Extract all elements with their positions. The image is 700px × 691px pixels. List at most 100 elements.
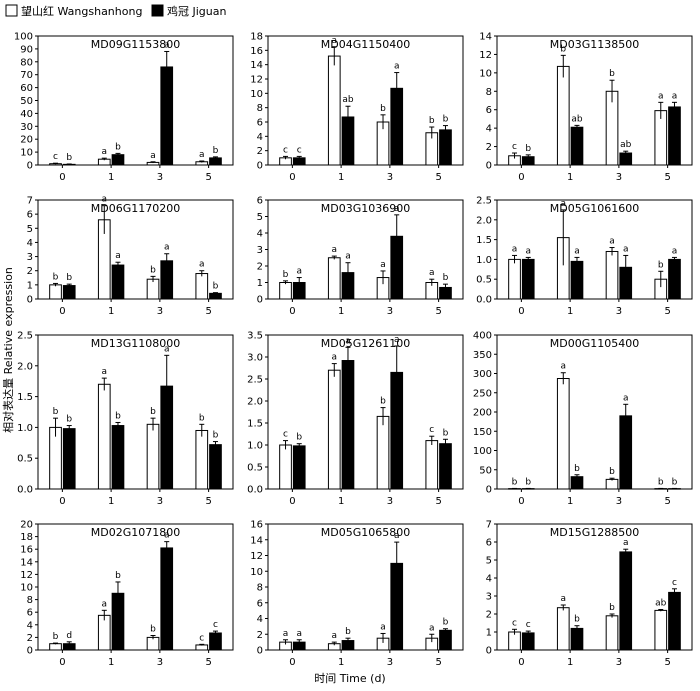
significance-letter: a — [561, 362, 567, 372]
significance-letter: b — [560, 44, 566, 54]
significance-letter: c — [283, 430, 288, 440]
y-tick-label: 8 — [486, 87, 492, 98]
x-tick-label: 5 — [664, 172, 670, 183]
significance-letter: a — [164, 243, 170, 253]
significance-letter: b — [443, 115, 449, 125]
y-tick-label: 0 — [257, 295, 263, 306]
significance-letter: a — [394, 335, 400, 345]
x-tick-label: 0 — [518, 496, 524, 507]
x-tick-label: 0 — [289, 496, 295, 507]
significance-letter: c — [672, 578, 677, 588]
bar-wangshanhong — [97, 614, 111, 651]
bar-jiguan — [62, 428, 76, 490]
significance-letter: b — [213, 431, 219, 441]
y-tick-label: 350 — [473, 350, 492, 361]
significance-letter: a — [574, 246, 580, 256]
x-tick-label: 5 — [435, 172, 441, 183]
y-tick-label: 3 — [257, 245, 263, 256]
y-tick-label: 0 — [486, 485, 492, 496]
x-tick-label: 3 — [387, 657, 393, 668]
y-tick-label: 4 — [257, 132, 263, 143]
y-tick-label: 3 — [486, 592, 492, 603]
y-tick-label: 2.5 — [247, 375, 263, 386]
x-tick-label: 0 — [59, 496, 65, 507]
significance-letter: a — [332, 631, 338, 641]
bar-jiguan — [521, 632, 535, 651]
y-tick-label: 60 — [20, 83, 33, 94]
y-tick-label: 0 — [257, 646, 263, 657]
y-tick-label: 1 — [486, 628, 492, 639]
y-tick-label: 6 — [486, 105, 492, 116]
y-tick-label: 0.0 — [476, 295, 492, 306]
y-tick-label: 12 — [250, 75, 263, 86]
y-tick-label: 200 — [473, 408, 492, 419]
significance-letter: a — [345, 252, 351, 262]
significance-letter: a — [332, 245, 338, 255]
x-tick-label: 3 — [157, 496, 163, 507]
significance-letter: b — [574, 464, 580, 474]
significance-letter: c — [53, 152, 58, 162]
significance-letter: a — [199, 150, 205, 160]
bar-wangshanhong — [605, 250, 619, 300]
bar-wangshanhong — [327, 257, 341, 300]
y-tick-label: 80 — [20, 57, 33, 68]
significance-letter: a — [164, 40, 170, 50]
x-tick-label: 5 — [205, 306, 211, 317]
x-tick-label: 1 — [567, 657, 573, 668]
x-tick-label: 0 — [518, 172, 524, 183]
x-tick-label: 1 — [567, 496, 573, 507]
x-tick-label: 0 — [59, 306, 65, 317]
y-tick-label: 4 — [486, 124, 492, 135]
bar-wangshanhong — [556, 378, 570, 490]
panel-title: MD09G1153800 — [91, 38, 180, 51]
bar-wangshanhong — [195, 644, 209, 651]
bar-jiguan — [439, 443, 452, 490]
y-tick-label: 0.5 — [476, 275, 492, 286]
significance-letter: b — [574, 615, 580, 625]
y-tick-label: 10 — [20, 148, 33, 159]
significance-letter: a — [429, 268, 435, 278]
x-tick-label: 3 — [616, 496, 622, 507]
significance-letter: b — [429, 116, 435, 126]
significance-letter: a — [394, 204, 400, 214]
x-tick-label: 5 — [435, 306, 441, 317]
y-tick-label: 0 — [27, 161, 33, 172]
x-tick-label: 3 — [616, 657, 622, 668]
x-tick-label: 5 — [205, 496, 211, 507]
bar-wangshanhong — [49, 284, 62, 300]
y-tick-label: 12 — [250, 551, 263, 562]
y-tick-label: 1.5 — [476, 235, 492, 246]
significance-letter: b — [115, 411, 121, 421]
y-tick-label: 14 — [20, 557, 33, 568]
panel-title: MD05G1065800 — [321, 526, 410, 539]
significance-letter: b — [213, 146, 219, 156]
significance-letter: a — [394, 62, 400, 72]
significance-letter: b — [66, 415, 72, 425]
x-tick-label: 1 — [108, 306, 114, 317]
y-tick-label: 6 — [27, 608, 33, 619]
significance-letter: b — [66, 153, 72, 163]
significance-letter: c — [512, 618, 517, 628]
y-tick-label: 14 — [479, 32, 492, 43]
significance-letter: a — [296, 629, 302, 639]
significance-letter: a — [283, 629, 289, 639]
plot-frame — [37, 334, 234, 490]
bar-jiguan — [341, 360, 355, 490]
significance-letter: b — [609, 467, 615, 477]
y-tick-label: 0 — [27, 646, 33, 657]
x-tick-label: 1 — [338, 172, 344, 183]
y-tick-label: 12 — [20, 570, 33, 581]
y-tick-label: 18 — [20, 532, 33, 543]
y-tick-label: 18 — [250, 32, 263, 43]
significance-letter: b — [609, 603, 615, 613]
significance-letter: a — [623, 393, 629, 403]
bar-jiguan — [521, 258, 535, 300]
y-tick-label: 150 — [473, 427, 492, 438]
y-tick-label: 400 — [473, 331, 492, 342]
y-tick-label: 6 — [486, 538, 492, 549]
significance-letter: c — [213, 620, 218, 630]
significance-letter: a — [332, 36, 338, 46]
significance-letter: a — [380, 622, 386, 632]
panel-title: MD05G1261100 — [321, 337, 410, 350]
